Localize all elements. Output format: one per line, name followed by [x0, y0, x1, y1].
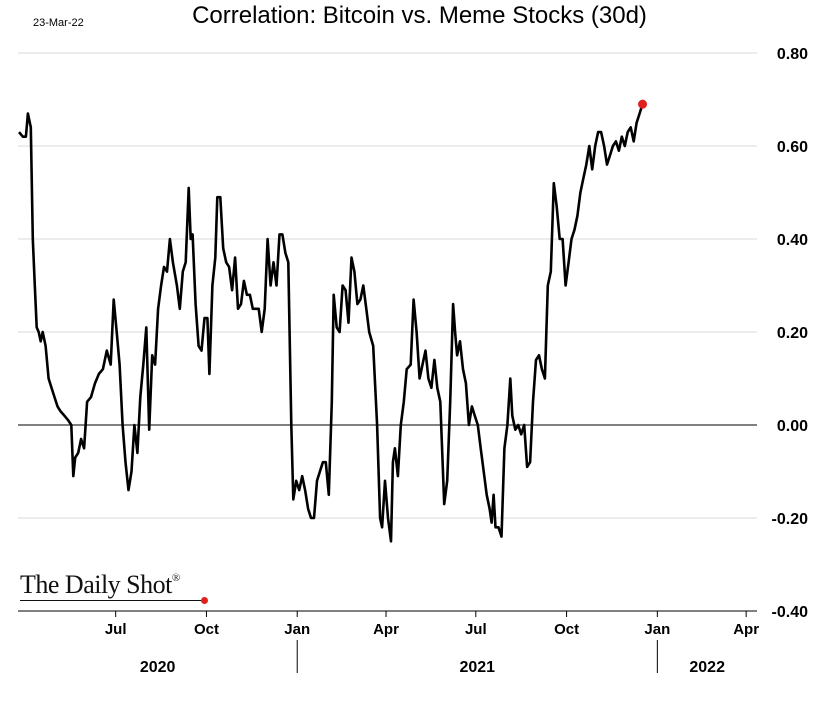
x-tick-label: Oct [554, 621, 579, 638]
x-axis: Jul Oct Jan Apr Jul Oct Jan Apr 2020 2021 2022 [18, 610, 759, 676]
year-label: 2022 [689, 659, 725, 676]
y-tick-label: -0.20 [772, 511, 809, 528]
x-tick-label: Jul [465, 621, 487, 638]
logo: The Daily Shot® [20, 570, 180, 600]
year-label: 2021 [459, 659, 495, 676]
y-tick-label: 0.80 [777, 46, 808, 63]
y-tick-label: 0.40 [777, 232, 808, 249]
logo-registered-mark: ® [171, 572, 180, 584]
y-tick-label: 0.00 [777, 418, 808, 435]
year-label: 2020 [140, 659, 176, 676]
y-axis: 0.80 0.60 0.40 0.20 0.00 -0.20 -0.40 [772, 46, 809, 621]
x-tick-label: Jan [284, 621, 310, 638]
logo-dot [201, 597, 208, 604]
chart-title: Correlation: Bitcoin vs. Meme Stocks (30… [192, 2, 647, 29]
series-line [18, 103, 644, 543]
series-layer [18, 99, 648, 543]
y-tick-label: -0.40 [772, 604, 809, 621]
grid-layer [18, 52, 757, 612]
x-tick-label: Jan [644, 621, 670, 638]
y-tick-label: 0.20 [777, 325, 808, 342]
last-point-marker [638, 99, 648, 109]
date-stamp: 23-Mar-22 [33, 17, 84, 29]
y-tick-label: 0.60 [777, 139, 808, 156]
logo-text: The Daily Shot [20, 570, 172, 599]
x-tick-label: Jul [105, 621, 127, 638]
x-tick-label: Oct [194, 621, 219, 638]
x-tick-label: Apr [373, 621, 399, 638]
logo-underline [20, 600, 204, 601]
x-tick-label: Apr [733, 621, 759, 638]
